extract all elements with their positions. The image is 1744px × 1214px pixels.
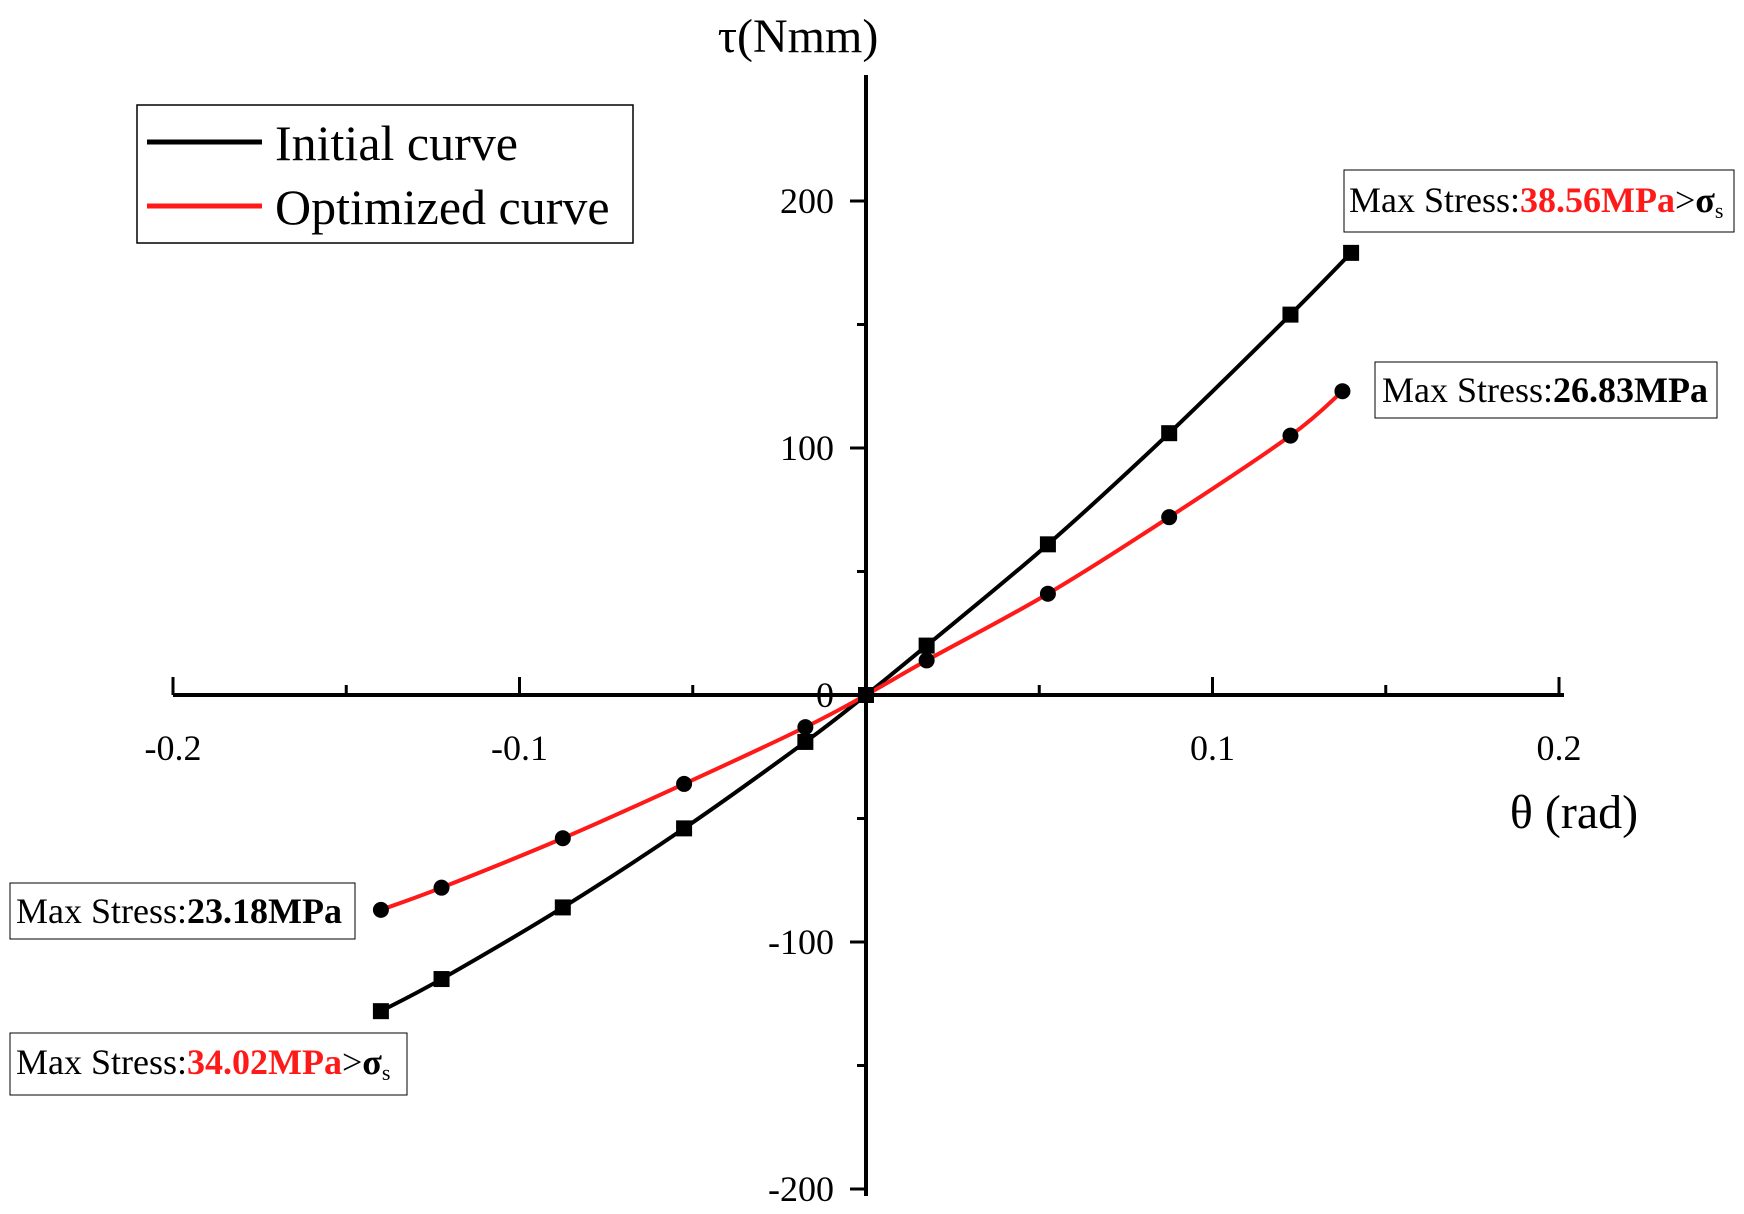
y-tick-label: -200	[768, 1169, 834, 1209]
data-point-optimized	[858, 687, 874, 703]
x-tick-label: 0.2	[1537, 728, 1582, 768]
x-tick-label: -0.1	[491, 728, 548, 768]
annotation-text: Max Stress:38.56MPa>σs	[1349, 180, 1723, 223]
annotation-initial-max: Max Stress:38.56MPa>σs	[1343, 169, 1735, 233]
data-point-optimized	[1334, 383, 1351, 400]
data-point-optimized	[433, 879, 450, 896]
data-point-initial	[433, 971, 450, 988]
x-axis-title: θ (rad)	[1510, 786, 1638, 839]
annotation-optimized-min: Max Stress:23.18MPa	[9, 882, 356, 940]
legend: Initial curve Optimized curve	[136, 104, 634, 244]
data-point-optimized	[918, 652, 935, 669]
data-point-initial	[1343, 244, 1360, 261]
annotation-box	[1343, 169, 1735, 233]
data-point-optimized	[1161, 509, 1178, 526]
y-axis-title: τ(Nmm)	[718, 10, 879, 63]
annotation-text: Max Stress:23.18MPa	[16, 891, 342, 931]
annotation-box	[1374, 361, 1718, 419]
data-point-initial	[372, 1003, 389, 1020]
data-point-initial	[797, 733, 814, 750]
x-tick-label: -0.2	[145, 728, 202, 768]
data-point-initial	[676, 820, 693, 837]
ticks: -0.2 -0.1 0.1 0.2 -200 -100 0 100 200	[145, 181, 1582, 1209]
data-point-optimized	[797, 719, 814, 736]
annotation-text: Max Stress:26.83MPa	[1382, 370, 1708, 410]
data-point-initial	[918, 637, 935, 654]
annotation-optimized-max: Max Stress:26.83MPa	[1374, 361, 1718, 419]
data-point-optimized	[1039, 585, 1056, 602]
legend-label-optimized: Optimized curve	[275, 179, 610, 235]
data-point-optimized	[1282, 427, 1299, 444]
y-tick-label: 0	[816, 675, 834, 715]
annotation-box	[9, 1032, 408, 1096]
data-point-initial	[1282, 306, 1299, 323]
data-point-optimized	[372, 901, 389, 918]
x-tick-label: 0.1	[1190, 728, 1235, 768]
annotation-box	[9, 882, 356, 940]
y-tick-label: -100	[768, 922, 834, 962]
legend-box	[136, 104, 634, 244]
markers	[372, 244, 1360, 1020]
data-point-initial	[554, 899, 571, 916]
data-point-optimized	[676, 775, 693, 792]
data-point-initial	[1161, 425, 1178, 442]
annotation-text: Max Stress:34.02MPa>σs	[16, 1042, 390, 1085]
y-tick-label: 200	[780, 181, 834, 221]
annotation-initial-min: Max Stress:34.02MPa>σs	[9, 1032, 408, 1096]
legend-label-initial: Initial curve	[275, 115, 518, 171]
series-line-optimized	[380, 389, 1344, 912]
data-point-initial	[1039, 536, 1056, 553]
data-point-optimized	[554, 830, 571, 847]
y-tick-label: 100	[780, 428, 834, 468]
